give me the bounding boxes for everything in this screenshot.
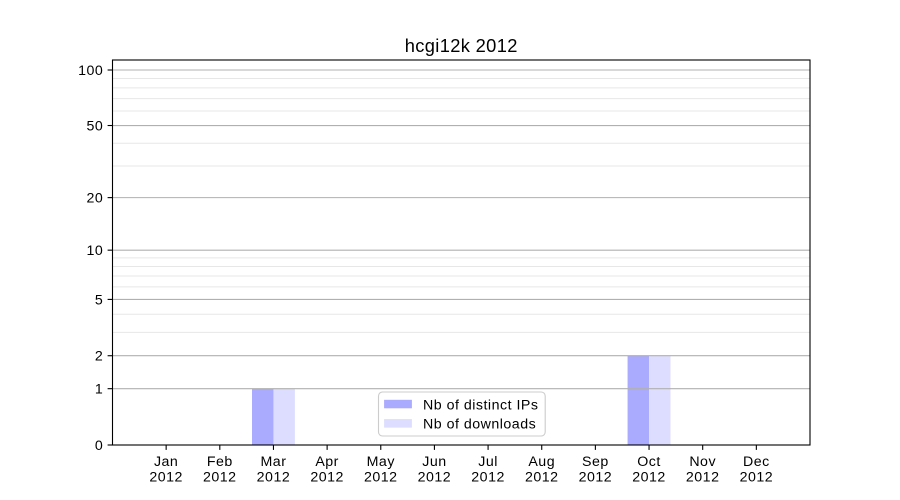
svg-text:50: 50 xyxy=(87,118,104,134)
svg-text:hcgi12k 2012: hcgi12k 2012 xyxy=(405,35,518,56)
svg-text:2012: 2012 xyxy=(203,469,237,485)
svg-text:Jan: Jan xyxy=(154,454,178,470)
svg-text:Feb: Feb xyxy=(207,454,233,470)
svg-text:2012: 2012 xyxy=(471,469,505,485)
svg-text:2012: 2012 xyxy=(740,469,774,485)
svg-text:Apr: Apr xyxy=(315,454,339,470)
svg-text:Nb of downloads: Nb of downloads xyxy=(423,417,536,433)
svg-text:10: 10 xyxy=(87,243,104,259)
svg-text:Nov: Nov xyxy=(689,454,716,470)
svg-text:2012: 2012 xyxy=(149,469,183,485)
svg-text:2012: 2012 xyxy=(418,469,452,485)
svg-text:2012: 2012 xyxy=(310,469,344,485)
svg-text:2012: 2012 xyxy=(686,469,720,485)
svg-text:2012: 2012 xyxy=(364,469,398,485)
svg-text:5: 5 xyxy=(95,292,103,308)
svg-text:20: 20 xyxy=(87,191,104,207)
svg-text:Aug: Aug xyxy=(528,454,555,470)
svg-text:2012: 2012 xyxy=(632,469,666,485)
svg-text:0: 0 xyxy=(95,438,103,454)
svg-text:Dec: Dec xyxy=(743,454,770,470)
svg-text:Sep: Sep xyxy=(582,454,609,470)
svg-text:Jun: Jun xyxy=(422,454,446,470)
svg-text:1: 1 xyxy=(95,382,103,398)
svg-text:Jul: Jul xyxy=(478,454,498,470)
svg-text:100: 100 xyxy=(78,63,103,79)
svg-text:Mar: Mar xyxy=(260,454,286,470)
svg-text:Nb of distinct IPs: Nb of distinct IPs xyxy=(423,397,538,413)
svg-text:Oct: Oct xyxy=(637,454,661,470)
svg-text:2012: 2012 xyxy=(579,469,613,485)
svg-text:May: May xyxy=(367,454,396,470)
svg-text:2: 2 xyxy=(95,349,103,365)
svg-text:2012: 2012 xyxy=(257,469,291,485)
svg-text:2012: 2012 xyxy=(525,469,559,485)
